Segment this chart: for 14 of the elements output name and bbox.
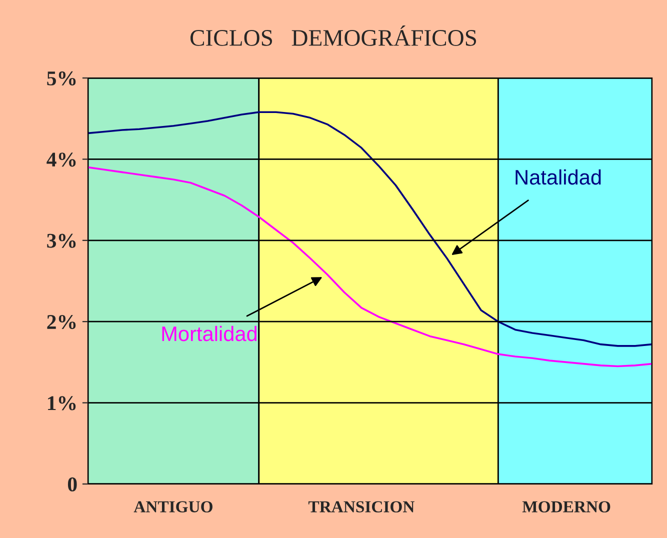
x-tick-label: MODERNO — [522, 501, 610, 512]
y-tick-label: 0 — [68, 477, 77, 492]
chart-title: CICLOS DEMOGRÁFICOS — [190, 25, 476, 46]
x-tick-label: ANTIGUO — [134, 501, 212, 512]
y-tick-label: 4% — [46, 152, 76, 167]
x-tick-label: TRANSICION — [308, 501, 414, 512]
line-series — [88, 166, 652, 368]
y-tick-label: 1% — [48, 396, 76, 410]
y-tick-label: 5% — [47, 71, 76, 86]
text: Natalidad — [516, 169, 601, 185]
line-series — [88, 111, 652, 347]
y-tick-label: 3% — [47, 234, 76, 248]
y-tick-label: 2% — [47, 314, 76, 330]
text: Mortalidad — [162, 326, 257, 342]
